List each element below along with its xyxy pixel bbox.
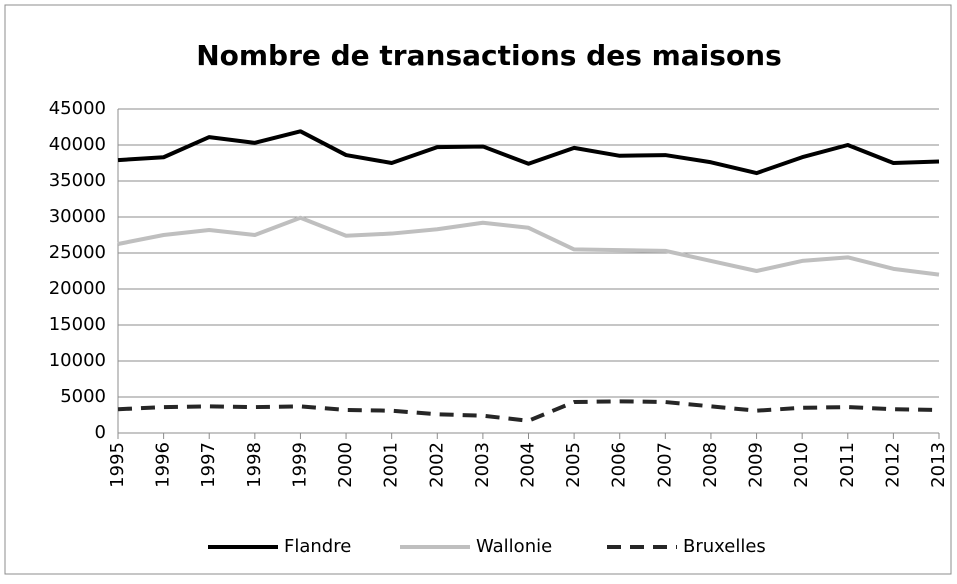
series-line — [117, 215, 940, 277]
x-tick-label: 2013 — [928, 442, 949, 488]
legend-label: Bruxelles — [683, 536, 766, 557]
x-tick-label: 1998 — [244, 442, 265, 488]
legend-label: Wallonie — [476, 536, 552, 557]
x-tick-label: 2005 — [563, 442, 584, 488]
x-tick-label: 1999 — [289, 442, 310, 488]
legend-label: Flandre — [284, 536, 351, 557]
x-tick-label: 2003 — [472, 442, 493, 488]
x-tick-label: 2007 — [654, 442, 675, 488]
x-tick-label: 2010 — [791, 442, 812, 488]
x-tick-label: 2008 — [700, 442, 721, 488]
x-tick-label: 1996 — [153, 442, 174, 488]
x-tick-label: 2012 — [882, 442, 903, 488]
series-line — [117, 129, 940, 176]
x-tick-label: 2006 — [609, 442, 630, 488]
x-tick-label: 1995 — [107, 442, 128, 488]
y-tick-label: 40000 — [49, 134, 106, 155]
x-tick-label: 2009 — [746, 442, 767, 488]
y-tick-label: 20000 — [49, 278, 106, 299]
x-tick-label: 2000 — [335, 442, 356, 488]
y-tick-label: 25000 — [49, 242, 106, 263]
x-tick-label: 1997 — [198, 442, 219, 488]
x-tick-label: 2002 — [426, 442, 447, 488]
y-tick-label: 10000 — [49, 350, 106, 371]
x-tick-label: 2011 — [837, 442, 858, 488]
y-tick-label: 45000 — [49, 98, 106, 119]
y-tick-label: 0 — [95, 422, 106, 443]
x-tick-label: 2004 — [518, 442, 539, 488]
y-tick-label: 15000 — [49, 314, 106, 335]
y-tick-label: 30000 — [49, 206, 106, 227]
x-tick-label: 2001 — [381, 442, 402, 488]
y-tick-label: 5000 — [60, 386, 106, 407]
y-tick-label: 35000 — [49, 170, 106, 191]
chart-title: Nombre de transactions des maisons — [196, 39, 782, 72]
